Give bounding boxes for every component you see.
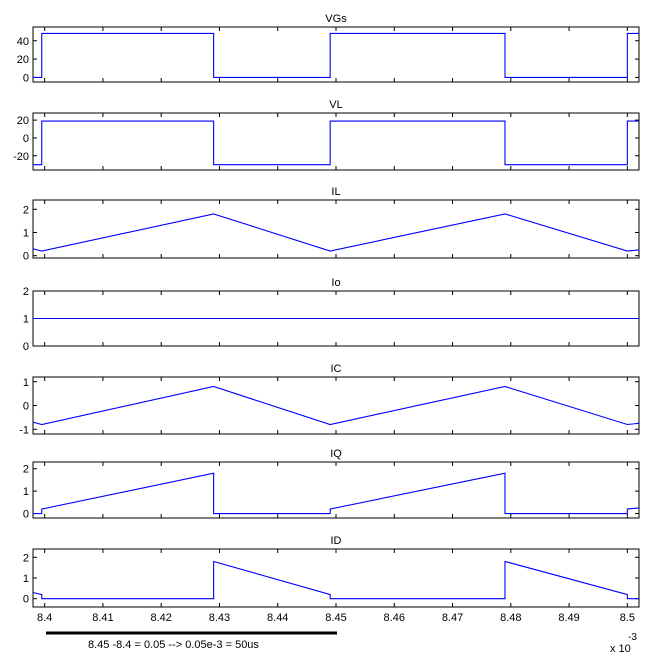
x-tick-label: 8.5 <box>620 612 635 624</box>
subplot-title: ID <box>331 535 342 547</box>
y-tick-label: 0 <box>23 401 29 413</box>
subplot-title: IC <box>331 363 342 375</box>
y-tick-label: 0 <box>23 251 29 263</box>
subplot-title: IL <box>331 186 340 198</box>
subplot-title: IQ <box>330 448 342 460</box>
plot-frame <box>32 26 640 83</box>
plot-frame <box>32 376 640 435</box>
y-tick-label: 2 <box>23 204 29 216</box>
y-tick-label: 1 <box>23 314 29 326</box>
y-tick-label: 0 <box>23 72 29 84</box>
subplot-vl: VL -20 0 20 <box>13 99 640 171</box>
x-tick-label: 8.45 <box>325 612 346 624</box>
plot-frame <box>32 112 640 171</box>
x-axis-exponent: -3 <box>628 632 637 643</box>
subplot-ic: IC -1 0 1 <box>19 363 640 436</box>
plot-frame <box>32 461 640 519</box>
subplot-il: IL 0 1 2 <box>23 186 640 263</box>
y-tick-label: -20 <box>13 151 29 163</box>
x-tick-label: 8.47 <box>442 612 463 624</box>
series-line-id <box>32 560 639 600</box>
subplot-stack: VGs 0 20 40 VL -20 0 20 IL 0 1 2 Io 0 1 2 IC -1 0 1 IQ 0 1 2 ID 0… <box>13 13 640 608</box>
y-tick-label: -1 <box>19 424 29 436</box>
y-tick-label: 1 <box>23 573 29 585</box>
series-line-il <box>32 213 640 252</box>
y-tick-label: 1 <box>23 486 29 498</box>
y-tick-label: 0 <box>23 594 29 606</box>
y-tick-label: 20 <box>17 54 29 66</box>
y-tick-label: 2 <box>23 552 29 564</box>
plot-frame <box>32 548 640 608</box>
x-tick-label: 8.41 <box>92 612 113 624</box>
x-tick-label: 8.44 <box>267 612 288 624</box>
subplot-title: Io <box>331 277 340 289</box>
y-tick-label: 0 <box>23 341 29 353</box>
y-tick-label: 0 <box>23 509 29 521</box>
series-line-iq <box>33 472 640 515</box>
y-tick-label: 2 <box>23 286 29 298</box>
y-tick-label: 20 <box>17 115 29 127</box>
y-tick-label: 1 <box>23 377 29 389</box>
subplot-title: VGs <box>325 13 347 25</box>
x-tick-label: 8.46 <box>384 612 405 624</box>
subplot-title: VL <box>329 99 342 111</box>
x-tick-labels: 8.4 8.41 8.42 8.43 8.44 8.45 8.46 8.47 8.48 8.49 8… <box>37 612 635 624</box>
x-tick-label: 8.49 <box>558 612 579 624</box>
subplot-iq: IQ 0 1 2 <box>23 448 640 521</box>
series-line-vgs <box>33 32 639 78</box>
subplot-id: ID 0 1 2 <box>23 535 640 608</box>
subplot-io: Io 0 1 2 <box>23 277 640 353</box>
annotation-text: 8.45 -8.4 = 0.05 --> 0.05e-3 = 50us <box>88 639 259 651</box>
series-line-vl <box>33 120 639 166</box>
x-tick-label: 8.4 <box>37 612 52 624</box>
series-line-ic <box>32 385 640 426</box>
y-tick-label: 0 <box>23 133 29 145</box>
y-tick-label: 2 <box>23 464 29 476</box>
y-tick-label: 1 <box>23 227 29 239</box>
y-tick-label: 40 <box>17 36 29 48</box>
subplot-vgs: VGs 0 20 40 <box>17 13 640 84</box>
x-tick-label: 8.48 <box>500 612 521 624</box>
x-tick-label: 8.43 <box>209 612 230 624</box>
x-tick-label: 8.42 <box>150 612 171 624</box>
plot-frame <box>32 199 640 259</box>
x-axis-multiplier: x 10 <box>610 643 631 655</box>
